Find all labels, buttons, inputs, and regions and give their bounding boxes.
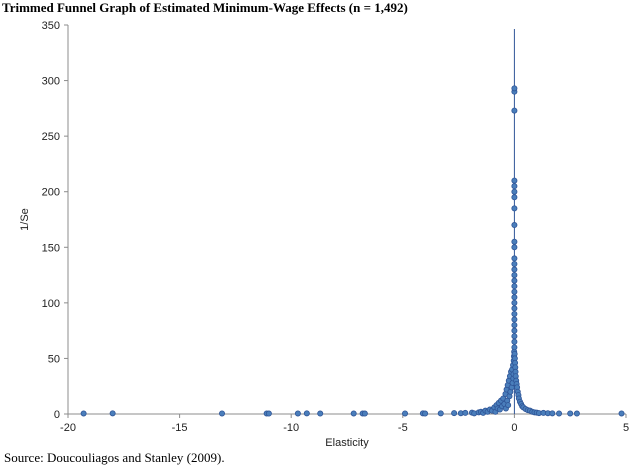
data-point <box>511 333 518 340</box>
chart-axes <box>64 24 627 418</box>
data-point <box>350 410 357 417</box>
data-point <box>511 305 518 312</box>
x-axis-title: Elasticity <box>325 437 369 449</box>
data-point <box>511 316 518 323</box>
data-point <box>437 410 444 417</box>
data-point <box>511 85 518 92</box>
source-note: Source: Doucouliagos and Stanley (2009). <box>4 450 225 465</box>
data-point <box>505 402 512 409</box>
y-tick-label: 300 <box>42 76 60 88</box>
data-point <box>511 244 518 251</box>
x-tick-label: -20 <box>60 422 76 434</box>
y-tick-label: 100 <box>42 298 60 310</box>
x-tick-label: 5 <box>623 422 629 434</box>
data-point <box>511 222 518 229</box>
y-tick-label: 50 <box>48 353 60 365</box>
data-point <box>361 410 368 417</box>
data-point <box>511 255 518 262</box>
tick-labels: 0 50 100 150 200 250 300 350 -20 -15 -10 -5 0 5 <box>42 20 629 434</box>
data-point <box>511 277 518 284</box>
data-point <box>511 194 518 201</box>
x-tick-label: 0 <box>511 422 517 434</box>
data-point <box>109 410 116 417</box>
data-point <box>451 410 458 417</box>
data-point <box>80 410 87 417</box>
x-tick-label: -15 <box>172 422 188 434</box>
data-point <box>511 283 518 290</box>
data-point <box>618 410 625 417</box>
data-point <box>549 410 556 417</box>
data-point <box>511 205 518 212</box>
data-point <box>511 294 518 301</box>
data-point <box>511 183 518 190</box>
data-point <box>511 322 518 329</box>
data-point <box>422 410 429 417</box>
data-point <box>511 327 518 334</box>
y-tick-label: 250 <box>42 131 60 143</box>
data-point <box>402 410 409 417</box>
data-point <box>567 410 574 417</box>
y-tick-label: 150 <box>42 242 60 254</box>
data-point <box>511 266 518 273</box>
y-tick-label: 350 <box>42 20 60 32</box>
data-point <box>219 410 226 417</box>
y-axis-title: 1/Se <box>19 208 31 231</box>
data-point <box>573 410 580 417</box>
data-point <box>265 410 272 417</box>
x-tick-label: -10 <box>283 422 299 434</box>
data-point <box>511 288 518 295</box>
y-tick-label: 200 <box>42 187 60 199</box>
data-point <box>511 299 518 306</box>
data-point <box>511 238 518 245</box>
data-point <box>511 107 518 114</box>
data-point <box>511 338 518 345</box>
data-point <box>317 410 324 417</box>
y-tick-label: 0 <box>54 409 60 421</box>
data-point <box>556 410 563 417</box>
data-point <box>294 410 301 417</box>
data-point <box>511 310 518 317</box>
data-point <box>511 177 518 184</box>
data-point <box>462 409 469 416</box>
data-point <box>511 260 518 267</box>
data-point <box>303 410 310 417</box>
data-point <box>511 188 518 195</box>
scatter-points <box>80 85 625 417</box>
x-tick-label: -5 <box>398 422 408 434</box>
data-point <box>511 344 518 351</box>
chart-title: Trimmed Funnel Graph of Estimated Minimu… <box>2 0 408 15</box>
data-point <box>511 272 518 279</box>
